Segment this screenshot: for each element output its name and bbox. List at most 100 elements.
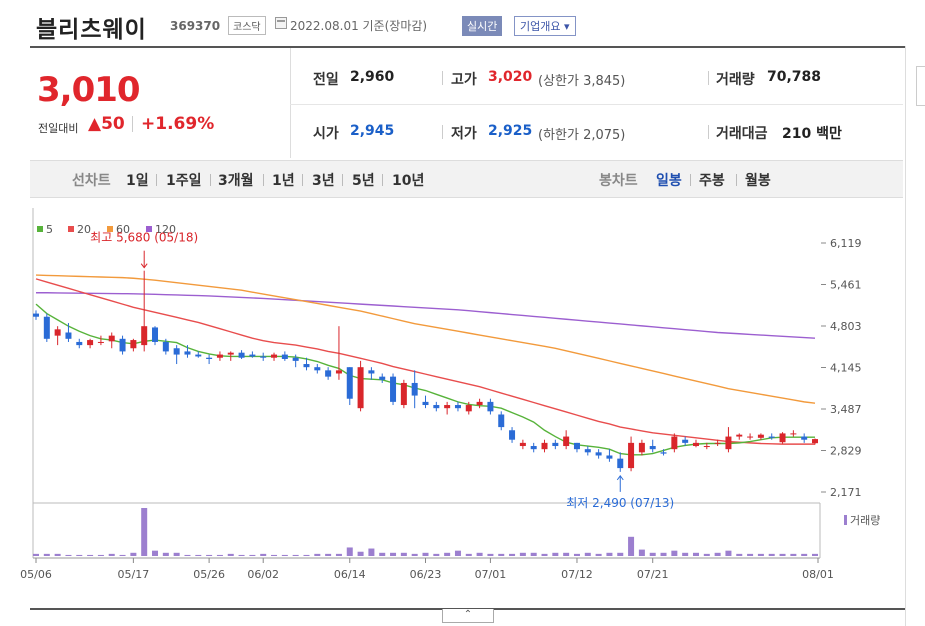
volume-bar [747, 553, 754, 556]
volume-bar [303, 554, 310, 556]
divider [442, 71, 443, 85]
open-value: 2,945 [350, 123, 395, 139]
divider [30, 46, 910, 48]
divider [382, 174, 383, 186]
volume-bar [87, 554, 94, 556]
legend-swatch [107, 226, 113, 232]
prev-close-value: 2,960 [350, 69, 395, 85]
volume-bar [184, 554, 191, 556]
candle-body [325, 370, 332, 377]
candle-body [238, 352, 245, 358]
volume-bar [335, 553, 342, 556]
candle-body [617, 458, 624, 469]
volume-bar [595, 553, 602, 556]
volume-bar [119, 554, 126, 556]
volume-bar [768, 553, 775, 556]
volume-bar [33, 553, 39, 556]
candle-body [638, 442, 645, 453]
volume-bar [422, 552, 429, 556]
volume-bar [108, 553, 115, 556]
low-label: 저가 [451, 126, 477, 142]
legend-label: 5 [46, 223, 53, 236]
divider [442, 125, 443, 139]
tab-monthly[interactable]: 월봉 [745, 173, 771, 189]
candle-body [184, 351, 191, 355]
volume-bar [65, 554, 72, 556]
volume-bar [649, 552, 656, 556]
candle-body [757, 434, 764, 438]
volume-bar [346, 547, 353, 556]
x-tick-label: 06/14 [334, 568, 366, 581]
tab-10y[interactable]: 10년 [392, 173, 425, 189]
candle-body [812, 439, 818, 444]
volume-bar [249, 554, 256, 556]
candle-body [498, 414, 505, 428]
volume-bar [379, 552, 386, 556]
trade-value-label: 거래대금 [716, 126, 768, 142]
legend-swatch [146, 226, 152, 232]
volume-bar [465, 553, 472, 556]
volume-bar [671, 550, 678, 556]
volume-bar [271, 554, 278, 556]
tab-daily[interactable]: 일봉 [656, 173, 682, 189]
market-badge: 코스닥 [228, 16, 266, 35]
trade-value: 210 백만 [782, 126, 842, 142]
stock-name: 블리츠웨이 [36, 17, 147, 43]
divider [132, 116, 133, 132]
volume-bar [541, 553, 548, 556]
volume-value: 70,788 [767, 69, 822, 85]
candle-body [519, 442, 526, 447]
x-tick-label: 08/01 [802, 568, 834, 581]
volume-bar [357, 551, 364, 556]
candle-chart-label: 봉차트 [599, 173, 638, 189]
candle-body [400, 382, 407, 406]
change-label: 전일대비 [38, 122, 79, 135]
candle-body [346, 367, 353, 399]
tab-3m[interactable]: 3개월 [218, 173, 254, 189]
candle-body [779, 433, 786, 443]
tab-1y[interactable]: 1년 [272, 173, 295, 189]
candle-body [595, 452, 602, 456]
candle-body [43, 316, 50, 339]
candle-body [260, 356, 267, 358]
volume-bar [281, 554, 288, 556]
candle-body [379, 376, 386, 380]
x-tick-label: 06/23 [410, 568, 442, 581]
candle-body [433, 405, 440, 409]
volume-bar [400, 552, 407, 556]
tab-weekly[interactable]: 주봉 [699, 173, 725, 189]
candle-body [584, 449, 591, 453]
volume-label: 거래량 [716, 72, 755, 88]
candle-body [141, 326, 148, 346]
realtime-button[interactable]: 실시간 [462, 16, 503, 36]
volume-bar [390, 552, 397, 556]
candle-body [292, 357, 299, 361]
collapse-handle[interactable]: ⌃ [442, 609, 494, 623]
tab-3y[interactable]: 3년 [312, 173, 335, 189]
candle-body [768, 436, 775, 438]
low-annotation: 최저 2,490 (07/13) [566, 496, 674, 510]
company-overview-button[interactable]: 기업개요 ▾ [514, 16, 576, 36]
low-arrowhead [616, 475, 624, 481]
candle-body [390, 376, 397, 402]
volume-legend-label: 거래량 [850, 514, 880, 527]
candle-body [487, 401, 494, 412]
volume-bar [325, 553, 332, 556]
tab-5y[interactable]: 5년 [352, 173, 375, 189]
high-arrowhead [140, 263, 148, 269]
candle-body [801, 436, 808, 440]
y-tick-label: 2,829 [830, 445, 862, 458]
calendar-icon [275, 17, 287, 29]
volume-bar [552, 552, 559, 556]
candle-body [692, 442, 699, 447]
candle-body [33, 313, 39, 317]
volume-bar [530, 552, 537, 556]
ma5-line [35, 303, 815, 456]
candle-body [97, 341, 104, 343]
tab-1w[interactable]: 1주일 [166, 173, 202, 189]
candle-body [476, 401, 483, 406]
volume-bar [173, 552, 180, 556]
volume-bar [76, 554, 83, 556]
tab-1d[interactable]: 1일 [126, 173, 149, 189]
